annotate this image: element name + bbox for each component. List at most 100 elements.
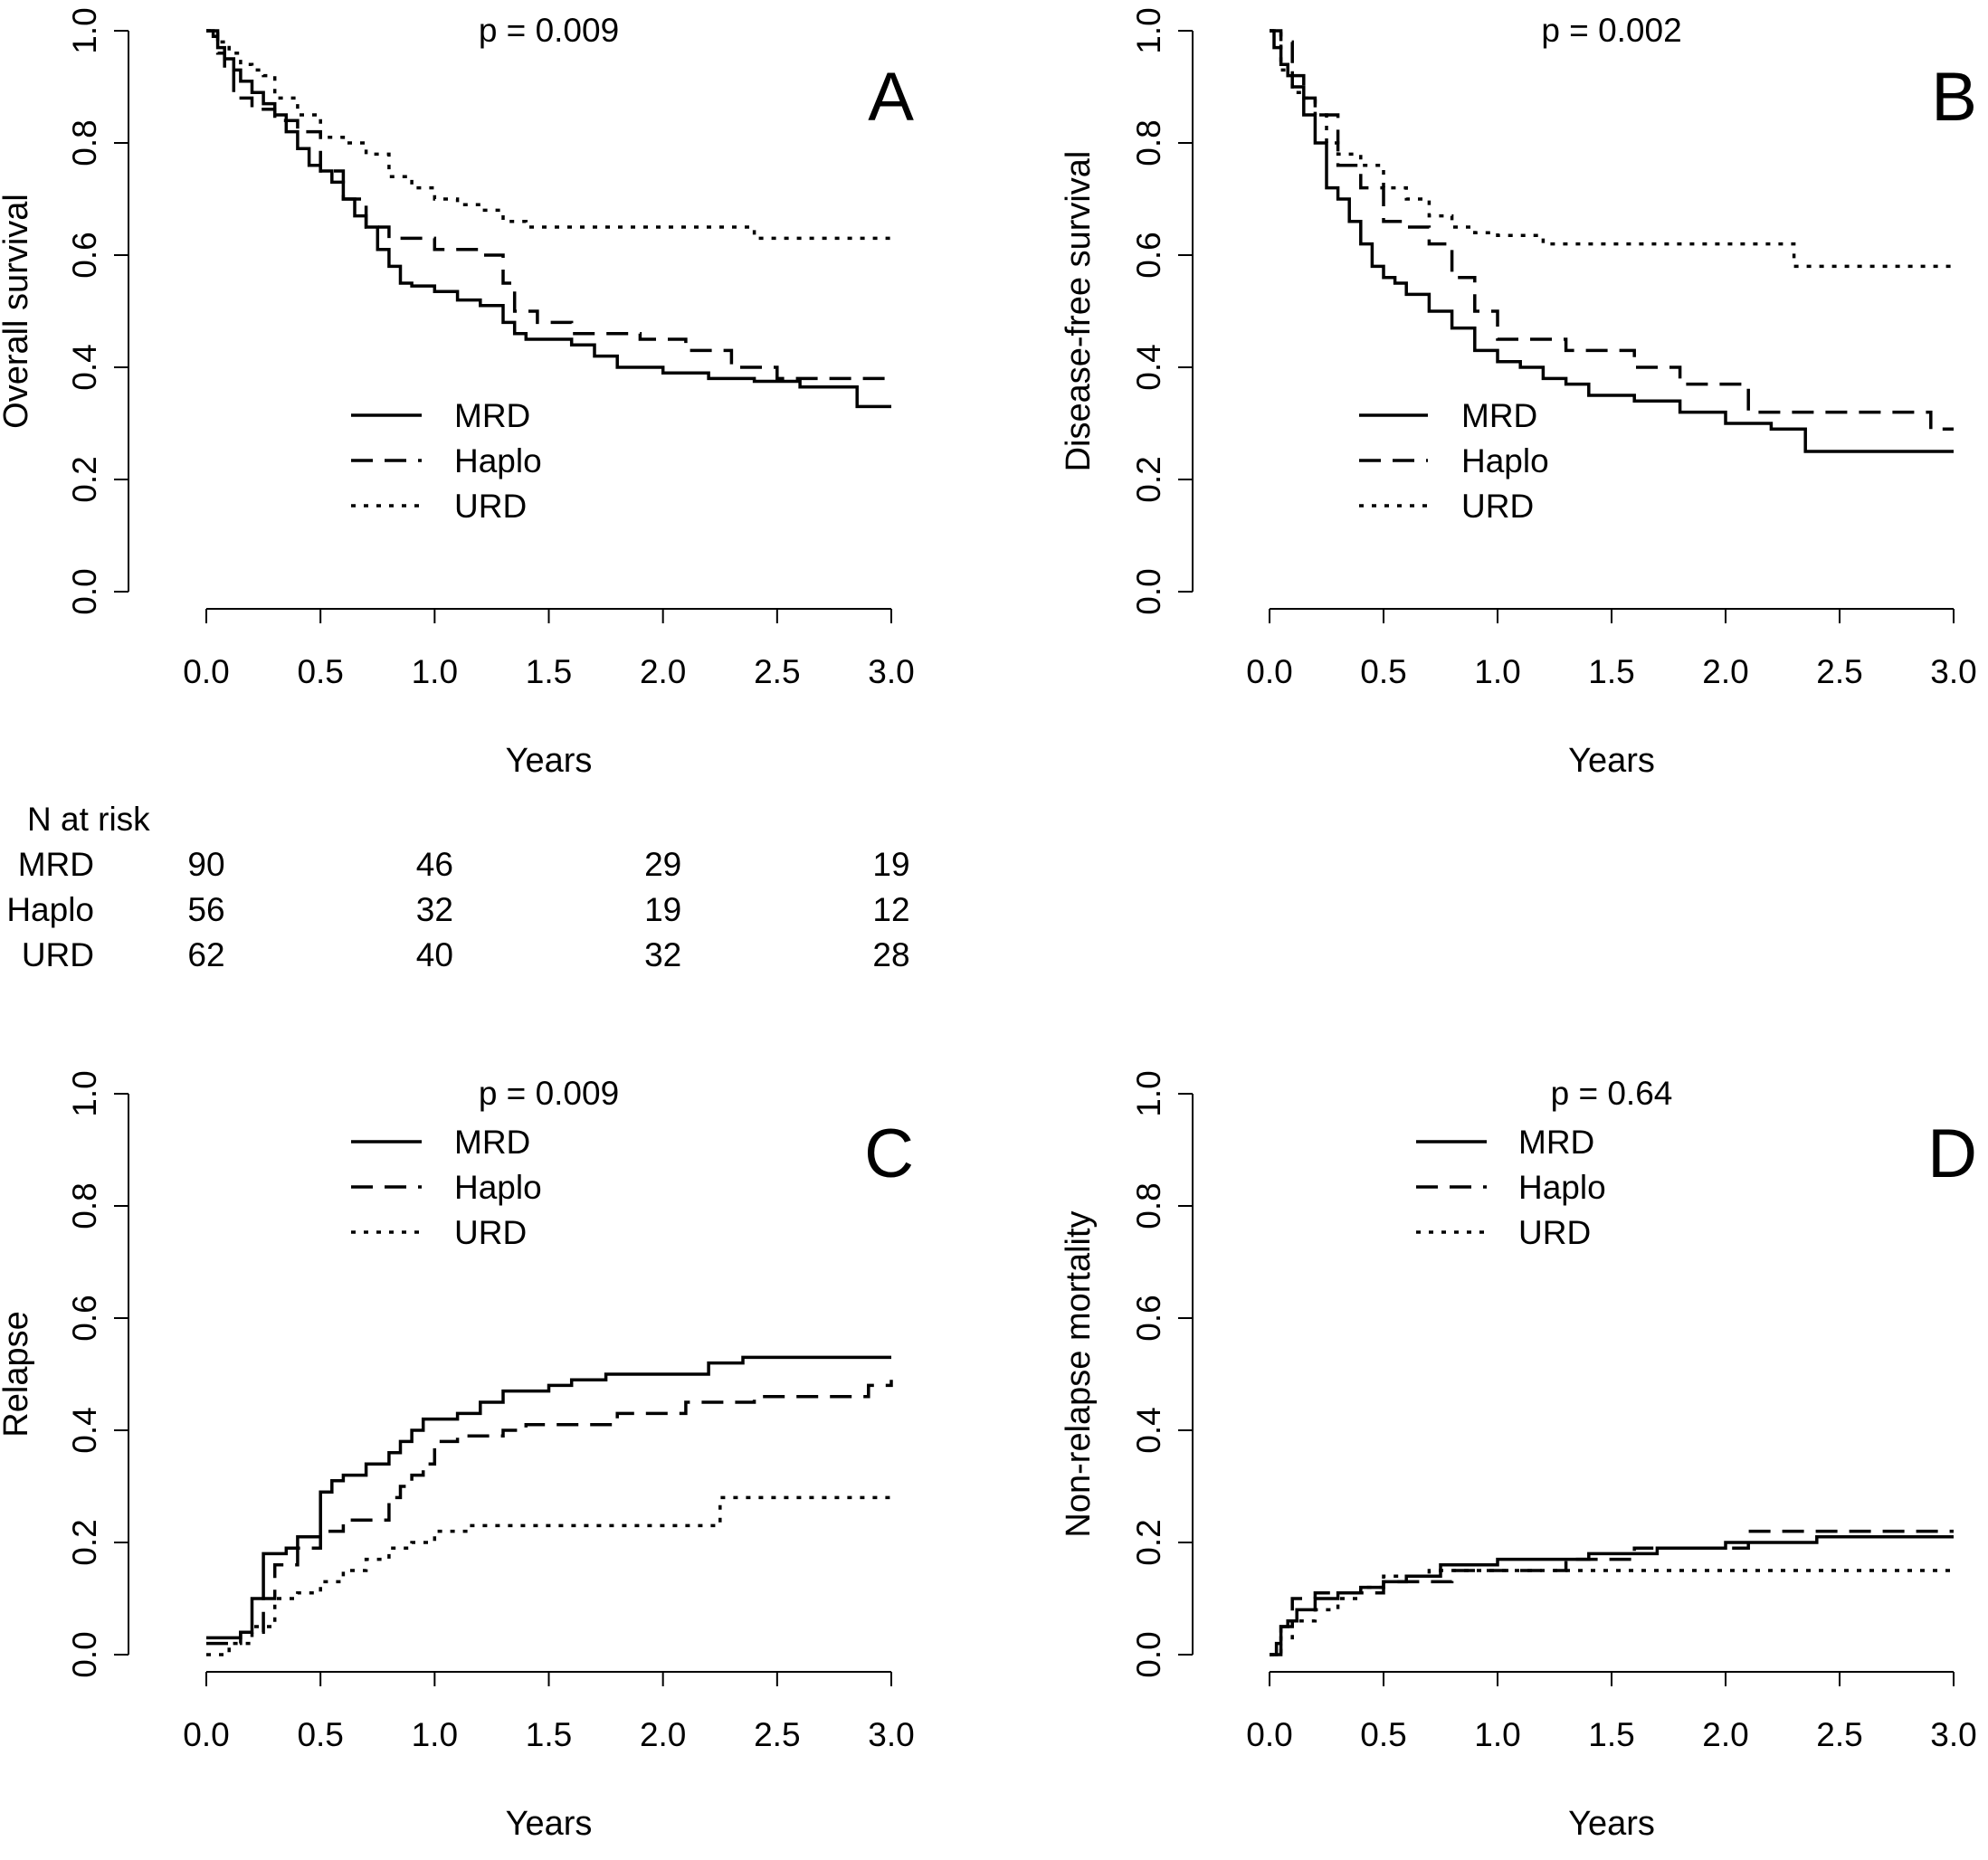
series-line-urd bbox=[206, 29, 891, 241]
legend: MRD Haplo URD bbox=[1416, 1124, 1606, 1251]
legend-entry: URD bbox=[454, 1214, 527, 1251]
risk-count: 90 bbox=[187, 846, 224, 883]
risk-count: 29 bbox=[644, 846, 681, 883]
risk-count: 46 bbox=[416, 846, 453, 883]
series-line-haplo bbox=[1270, 29, 1954, 431]
y-tick-label: 0.6 bbox=[66, 1295, 103, 1341]
series-line-mrd bbox=[1270, 29, 1954, 453]
series-line-haplo bbox=[206, 1380, 893, 1646]
series-line-mrd bbox=[206, 29, 891, 409]
panel-b: 0.0 0.5 1.0 1.5 2.0 2.5 3.0 Years 0.0 0.2 0.4 0.6 0.… bbox=[1060, 7, 1977, 780]
y-tick-label: 0.0 bbox=[66, 568, 103, 614]
x-tick-label: 0.0 bbox=[1246, 1716, 1292, 1753]
y-tick-label: 0.2 bbox=[66, 456, 103, 502]
risk-count: 19 bbox=[872, 846, 909, 883]
y-tick-label: 0.8 bbox=[66, 119, 103, 166]
panel-label: A bbox=[868, 59, 914, 136]
x-tick-label: 2.5 bbox=[1816, 653, 1862, 690]
y-tick-label: 0.6 bbox=[1130, 1295, 1167, 1341]
x-tick-label: 3.0 bbox=[1930, 653, 1976, 690]
series-line-mrd bbox=[206, 1355, 891, 1640]
x-tick-label: 2.0 bbox=[640, 1716, 686, 1753]
legend-entry: MRD bbox=[454, 397, 530, 434]
x-tick-label: 2.0 bbox=[1702, 653, 1748, 690]
x-tick-label: 1.0 bbox=[1474, 1716, 1520, 1753]
x-axis-label: Years bbox=[1568, 742, 1655, 780]
y-tick-label: 0.2 bbox=[66, 1519, 103, 1565]
x-tick-label: 0.0 bbox=[183, 653, 229, 690]
series-line-haplo bbox=[206, 29, 891, 381]
x-tick-label: 1.0 bbox=[412, 1716, 458, 1753]
risk-row-label: MRD bbox=[18, 846, 94, 883]
y-tick-label: 0.6 bbox=[66, 232, 103, 278]
series-line-haplo bbox=[1270, 1529, 1954, 1656]
risk-count: 56 bbox=[187, 891, 224, 928]
x-axis-label: Years bbox=[506, 742, 593, 780]
y-tick-label: 0.2 bbox=[1130, 1519, 1167, 1565]
x-tick-label: 2.5 bbox=[1816, 1716, 1862, 1753]
y-tick-label: 0.8 bbox=[1130, 119, 1167, 166]
x-tick-label: 0.5 bbox=[297, 1716, 343, 1753]
panel-c: 0.0 0.5 1.0 1.5 2.0 2.5 3.0 Years 0.0 0.2 0.4 0.6 0.… bbox=[0, 1070, 915, 1843]
p-value-label: p = 0.009 bbox=[479, 1075, 619, 1112]
x-tick-label: 2.0 bbox=[1702, 1716, 1748, 1753]
x-tick-label: 3.0 bbox=[868, 1716, 914, 1753]
risk-row-label: URD bbox=[22, 936, 94, 973]
y-tick-label: 0.8 bbox=[66, 1182, 103, 1229]
x-axis-label: Years bbox=[1568, 1805, 1655, 1843]
x-tick-label: 2.0 bbox=[640, 653, 686, 690]
x-tick-label: 1.5 bbox=[1588, 1716, 1634, 1753]
series-line-mrd bbox=[1270, 1535, 1954, 1656]
legend-entry: URD bbox=[454, 488, 527, 525]
series-line-urd bbox=[206, 1495, 891, 1656]
risk-count: 28 bbox=[872, 936, 909, 973]
panel-a: 0.0 0.5 1.0 1.5 2.0 2.5 3.0 Years 0.0 0.2 0.4 0.6 0.… bbox=[0, 7, 915, 780]
legend: MRD Haplo URD bbox=[1359, 397, 1549, 525]
panel-label: D bbox=[1927, 1115, 1977, 1192]
y-tick-label: 1.0 bbox=[1130, 7, 1167, 53]
x-tick-label: 1.5 bbox=[1588, 653, 1634, 690]
y-tick-label: 0.0 bbox=[1130, 568, 1167, 614]
x-tick-label: 0.0 bbox=[1246, 653, 1292, 690]
risk-count: 12 bbox=[872, 891, 909, 928]
x-tick-label: 2.5 bbox=[754, 1716, 800, 1753]
series-line-urd bbox=[1270, 1569, 1954, 1656]
y-tick-label: 0.4 bbox=[1130, 1407, 1167, 1453]
legend-entry: MRD bbox=[1518, 1124, 1594, 1161]
legend-entry: MRD bbox=[1461, 397, 1537, 434]
p-value-label: p = 0.64 bbox=[1551, 1075, 1673, 1112]
legend-entry: Haplo bbox=[1518, 1169, 1606, 1206]
panel-label: C bbox=[864, 1115, 914, 1192]
p-value-label: p = 0.002 bbox=[1541, 12, 1681, 49]
risk-count: 32 bbox=[644, 936, 681, 973]
y-tick-label: 0.4 bbox=[66, 1407, 103, 1453]
y-axis-label: Relapse bbox=[0, 1311, 35, 1437]
y-tick-label: 0.4 bbox=[66, 344, 103, 390]
x-tick-label: 1.5 bbox=[526, 653, 572, 690]
x-axis-label: Years bbox=[506, 1805, 593, 1843]
x-tick-label: 0.5 bbox=[297, 653, 343, 690]
x-tick-label: 0.5 bbox=[1360, 1716, 1406, 1753]
y-tick-label: 0.2 bbox=[1130, 456, 1167, 502]
y-tick-label: 0.4 bbox=[1130, 344, 1167, 390]
risk-count: 32 bbox=[416, 891, 453, 928]
x-tick-label: 3.0 bbox=[1930, 1716, 1976, 1753]
x-tick-label: 3.0 bbox=[868, 653, 914, 690]
risk-count: 19 bbox=[644, 891, 681, 928]
risk-table: N at risk MRD 90 46 29 19 Haplo 56 32 19 12 URD 62 40… bbox=[6, 801, 909, 973]
y-tick-label: 0.8 bbox=[1130, 1182, 1167, 1229]
risk-row-label: Haplo bbox=[6, 891, 94, 928]
panel-label: B bbox=[1931, 59, 1977, 136]
y-tick-label: 0.6 bbox=[1130, 232, 1167, 278]
y-tick-label: 1.0 bbox=[66, 1070, 103, 1116]
y-axis-label: Disease-free survival bbox=[1060, 151, 1098, 472]
risk-table-title: N at risk bbox=[27, 801, 150, 838]
legend-entry: Haplo bbox=[454, 442, 542, 479]
legend: MRD Haplo URD bbox=[351, 1124, 542, 1251]
risk-count: 40 bbox=[416, 936, 453, 973]
risk-count: 62 bbox=[187, 936, 224, 973]
x-tick-label: 1.5 bbox=[526, 1716, 572, 1753]
panel-d: 0.0 0.5 1.0 1.5 2.0 2.5 3.0 Years 0.0 0.2 0.4 0.6 0.… bbox=[1060, 1070, 1977, 1843]
legend-entry: Haplo bbox=[1461, 442, 1549, 479]
